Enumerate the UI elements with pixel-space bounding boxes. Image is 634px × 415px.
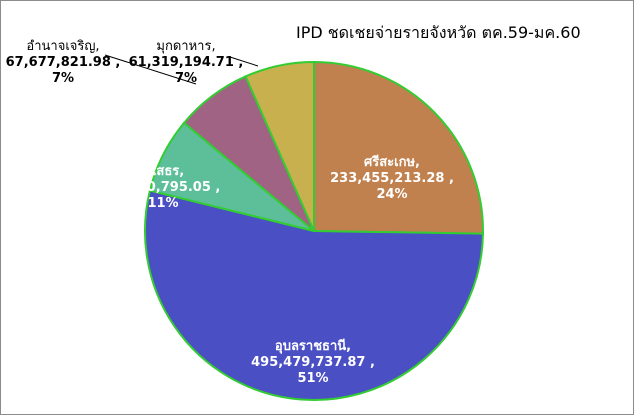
slice-label-pct: 7%: [175, 71, 197, 86]
chart-title: IPD ชดเชยจ่ายรายจังหวัด ตค.59-มค.60: [296, 23, 581, 42]
pie-slice-sisaket: [313, 60, 484, 235]
slice-label-name: อุบลราชธานี,: [275, 338, 351, 354]
leader-line-mukdahan: [229, 56, 259, 67]
slice-label-ubon: อุบลราชธานี, 495,479,737.87 , 51%: [251, 338, 375, 386]
slice-label-name: อำนาจเจริญ,: [26, 39, 99, 54]
slice-label-value: 67,677,821.98 ,: [6, 55, 121, 70]
slice-label-pct: 24%: [376, 187, 407, 202]
slice-label-amnat: อำนาจเจริญ, 67,677,821.98 , 7%: [6, 39, 121, 86]
slice-label-pct: 11%: [147, 196, 178, 211]
slice-label-yasothon: ยโสธร, 66,580,795.05 , 11%: [106, 162, 221, 211]
pie-slice-ubon: [144, 189, 484, 401]
slice-label-sisaket: ศรีสะเกษ, 233,455,213.28 , 24%: [330, 154, 454, 202]
slice-label-value: 495,479,737.87 ,: [251, 355, 375, 370]
slice-label-value: 61,319,194.71 ,: [129, 55, 244, 70]
slice-label-pct: 7%: [52, 71, 74, 86]
slice-label-name: ศรีสะเกษ,: [364, 154, 420, 170]
slice-label-mukdahan: มุกดาหาร, 61,319,194.71 , 7%: [129, 39, 244, 86]
slice-label-name: ยโสธร,: [142, 162, 184, 179]
leader-line-amnat: [104, 54, 197, 85]
pie-slice-mukdahan: [244, 60, 315, 232]
slice-label-value: 66,580,795.05 ,: [106, 180, 221, 195]
slice-label-name: มุกดาหาร,: [156, 39, 215, 54]
slice-label-pct: 51%: [297, 371, 328, 386]
slice-label-value: 233,455,213.28 ,: [330, 171, 454, 186]
